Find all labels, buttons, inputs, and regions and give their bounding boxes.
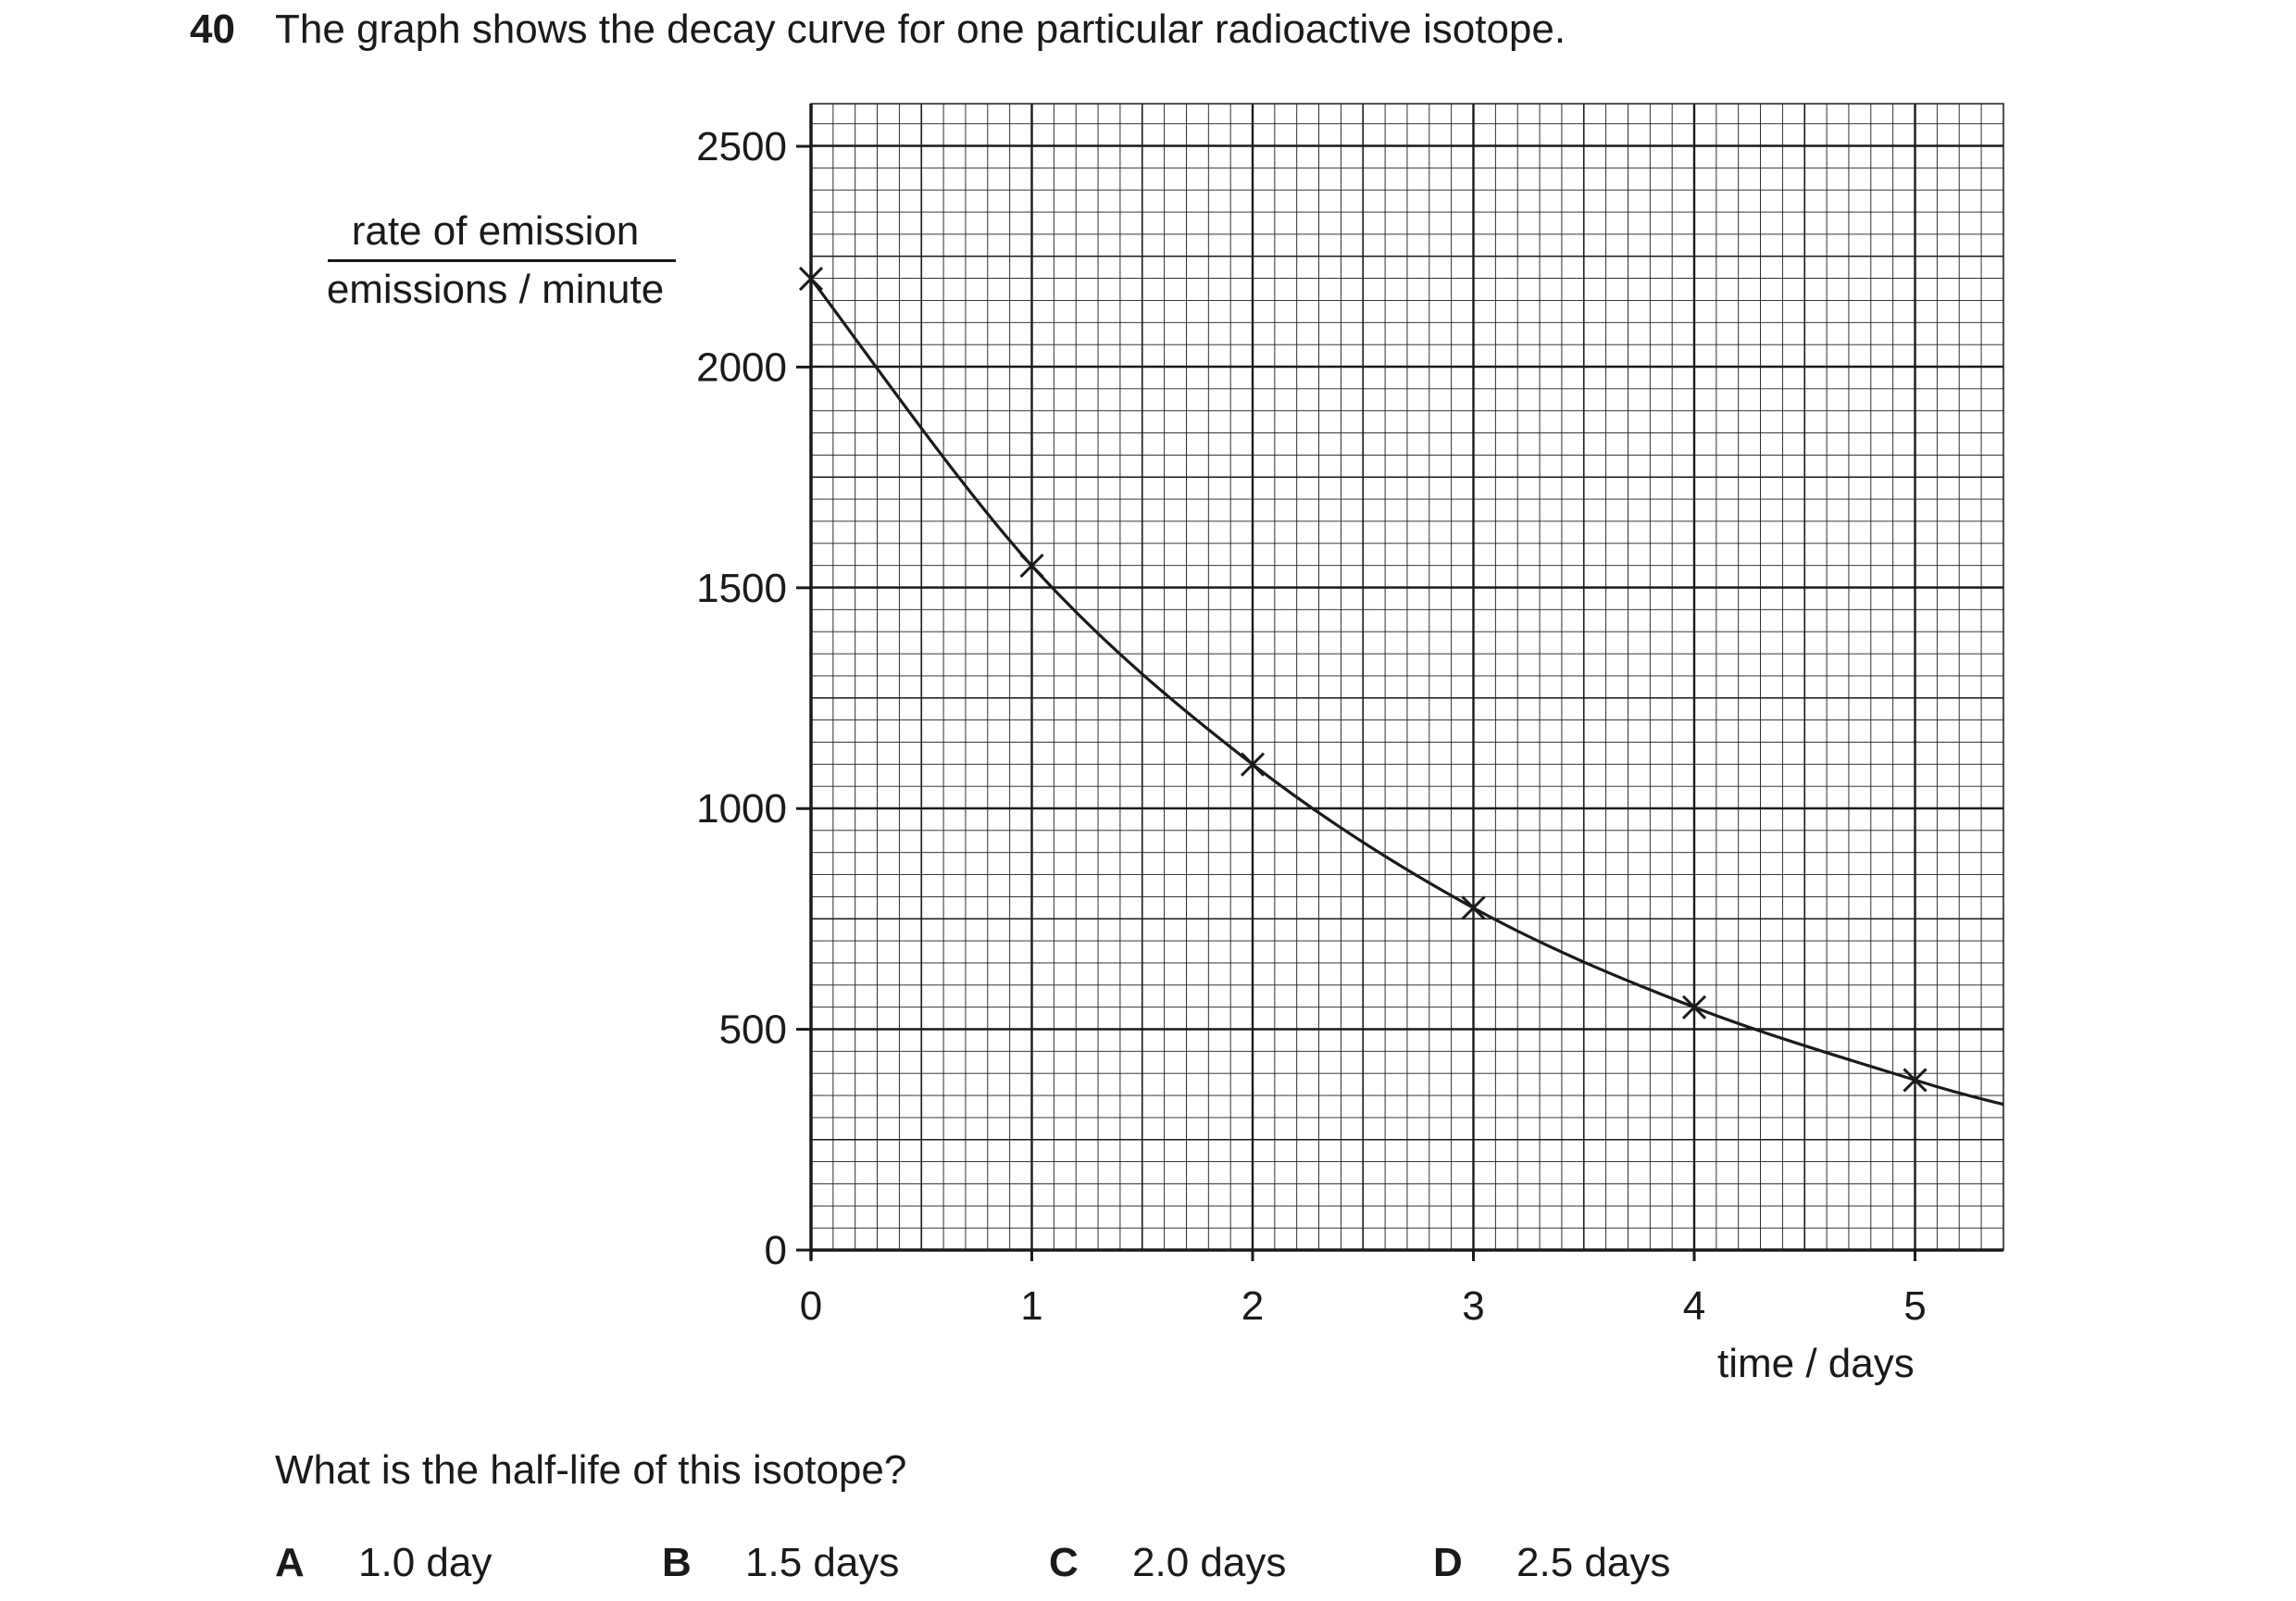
grid-minor [811, 104, 2004, 1250]
option-a-value: 1.0 day [358, 1540, 493, 1585]
data-point-marker [1240, 752, 1266, 777]
data-point-marker [1461, 895, 1486, 920]
x-tick-label: 5 [1903, 1283, 1926, 1329]
y-axis-label: rate of emission emissions / minute [315, 206, 676, 316]
tick-labels: 0 500 1000 1500 2000 2500 0 1 2 3 4 5 [696, 124, 1927, 1329]
y-axis-label-fraction-bar [328, 259, 676, 262]
x-tick-label: 4 [1683, 1283, 1705, 1329]
data-markers [798, 266, 1928, 1093]
cross-stroke [798, 266, 824, 292]
y-tick-label: 0 [765, 1228, 787, 1273]
option-d-letter: D [1433, 1540, 1463, 1585]
grid-medium [811, 104, 2003, 1250]
cross-stroke [1019, 553, 1044, 579]
option-d-value: 2.5 days [1516, 1540, 1671, 1585]
y-tick-label: 1500 [696, 566, 787, 611]
option-b-value: 1.5 days [745, 1540, 900, 1585]
cross-stroke [1240, 752, 1266, 777]
cross-stroke [1903, 1068, 1928, 1093]
data-point-marker [1681, 994, 1707, 1019]
x-axis-label: time / days [1717, 1341, 1915, 1386]
y-tick-label: 2500 [696, 124, 787, 169]
x-tick-label: 3 [1462, 1283, 1484, 1329]
y-tick-label: 2000 [696, 344, 787, 390]
data-point-marker [798, 266, 824, 292]
decay-curve [809, 278, 2004, 1107]
x-tick-label: 0 [800, 1283, 822, 1329]
question-text: The graph shows the decay curve for one … [275, 6, 1566, 52]
option-c-letter: C [1049, 1540, 1079, 1585]
data-point-marker [1903, 1068, 1928, 1093]
option-b-letter: B [662, 1540, 692, 1585]
x-tick-label: 1 [1020, 1283, 1042, 1329]
y-tick-label: 1000 [696, 786, 787, 832]
y-tick-label: 500 [719, 1007, 787, 1053]
data-point-marker [1019, 553, 1044, 579]
y-axis-label-unit: emissions / minute [326, 267, 665, 312]
question-number: 40 [190, 6, 235, 52]
decay-curve-line [809, 278, 2004, 1107]
y-axis-label-quantity: rate of emission [351, 208, 640, 254]
option-a-letter: A [275, 1540, 305, 1585]
question-prompt: What is the half-life of this isotope? [275, 1447, 907, 1493]
option-c-value: 2.0 days [1132, 1540, 1287, 1585]
cross-stroke [1681, 994, 1707, 1019]
axes [809, 104, 2003, 1259]
x-tick-label: 2 [1242, 1283, 1264, 1329]
cross-stroke [1461, 895, 1486, 920]
ticks [796, 144, 1916, 1261]
